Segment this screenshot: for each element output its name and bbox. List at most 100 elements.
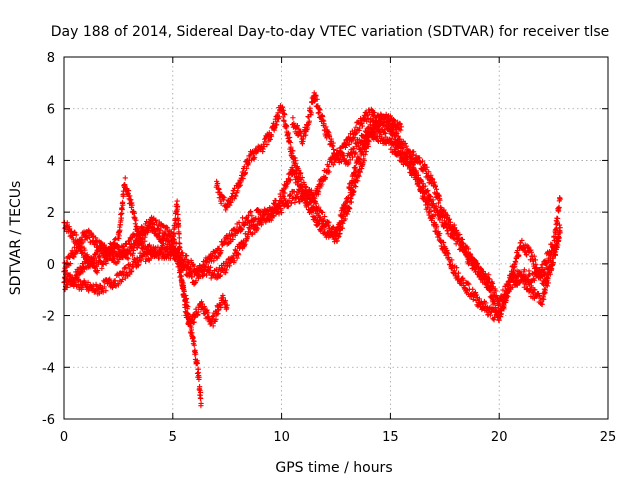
- data-point: [474, 262, 480, 268]
- data-point: [356, 146, 362, 152]
- data-point: [439, 220, 445, 226]
- data-point: [500, 287, 506, 293]
- data-point: [80, 269, 86, 275]
- data-point: [339, 149, 345, 156]
- data-point: [536, 268, 543, 274]
- data-point: [290, 148, 296, 154]
- data-point: [531, 253, 537, 259]
- data-point: [260, 146, 266, 152]
- data-point: [462, 245, 468, 251]
- data-point: [409, 155, 415, 161]
- data-point: [224, 302, 230, 308]
- data-point: [282, 111, 288, 118]
- data-point: [230, 236, 236, 242]
- data-point: [359, 123, 366, 129]
- series-C: [61, 112, 563, 320]
- data-point: [353, 150, 359, 156]
- data-point: [541, 296, 547, 302]
- data-point: [489, 280, 496, 287]
- data-point: [205, 310, 211, 316]
- data-point: [208, 320, 215, 326]
- data-point: [368, 131, 374, 138]
- data-point: [351, 135, 357, 141]
- data-point: [103, 260, 109, 267]
- data-point: [220, 295, 226, 301]
- data-point: [415, 175, 421, 181]
- data-point: [547, 271, 553, 277]
- data-point: [266, 211, 272, 217]
- data-point: [287, 134, 293, 141]
- data-point: [119, 276, 125, 283]
- data-point: [383, 134, 389, 140]
- data-point: [119, 206, 125, 213]
- data-point: [235, 188, 241, 194]
- data-point: [428, 208, 434, 215]
- data-point: [288, 200, 295, 206]
- data-point: [75, 238, 81, 244]
- data-point: [185, 310, 191, 316]
- data-point: [307, 196, 314, 203]
- data-point: [174, 198, 180, 204]
- data-point: [234, 255, 240, 261]
- data-point: [204, 307, 210, 313]
- x-tick-label: 20: [491, 430, 508, 445]
- y-tick-label: 6: [47, 103, 55, 118]
- data-point: [122, 265, 128, 271]
- data-point: [454, 265, 460, 271]
- data-point: [223, 270, 229, 276]
- data-point: [351, 188, 357, 194]
- y-tick-label: 4: [47, 154, 55, 169]
- data-point: [545, 275, 551, 281]
- data-point: [362, 152, 368, 158]
- data-point: [115, 282, 121, 288]
- data-point: [451, 268, 457, 274]
- data-point: [317, 107, 323, 113]
- data-point: [282, 190, 288, 196]
- data-point: [557, 230, 563, 236]
- data-point: [198, 266, 205, 272]
- data-point: [420, 189, 426, 195]
- data-point: [326, 169, 332, 175]
- data-point: [75, 276, 81, 282]
- data-point: [430, 213, 436, 219]
- data-point: [218, 247, 224, 254]
- data-point: [226, 263, 233, 269]
- data-point: [133, 238, 139, 244]
- data-point: [118, 254, 124, 261]
- data-point: [184, 253, 190, 259]
- data-point: [424, 198, 430, 204]
- data-point: [82, 247, 88, 253]
- data-point: [291, 188, 297, 195]
- data-point: [550, 260, 556, 266]
- data-point: [210, 313, 216, 319]
- data-point: [382, 114, 388, 120]
- data-point: [347, 205, 353, 212]
- data-point: [213, 316, 219, 322]
- data-point: [357, 125, 363, 131]
- data-point: [191, 319, 197, 325]
- data-point: [116, 233, 122, 239]
- data-point: [419, 158, 426, 164]
- data-point: [364, 118, 370, 124]
- data-point: [366, 139, 372, 145]
- data-point: [348, 199, 355, 205]
- data-point: [281, 194, 287, 200]
- data-point: [75, 248, 81, 254]
- data-point: [472, 289, 479, 296]
- data-point: [100, 289, 106, 295]
- data-point: [398, 124, 404, 130]
- data-point: [146, 223, 153, 230]
- data-point: [397, 121, 403, 127]
- data-point: [521, 273, 527, 279]
- data-point: [386, 120, 392, 126]
- chart-title: Day 188 of 2014, Sidereal Day-to-day VTE…: [51, 24, 610, 40]
- data-point: [218, 304, 224, 311]
- data-point: [496, 317, 502, 323]
- data-point: [360, 141, 366, 147]
- data-point: [268, 217, 274, 223]
- data-point: [316, 204, 322, 210]
- data-point: [115, 244, 121, 250]
- data-point: [524, 252, 530, 258]
- data-point: [163, 224, 169, 230]
